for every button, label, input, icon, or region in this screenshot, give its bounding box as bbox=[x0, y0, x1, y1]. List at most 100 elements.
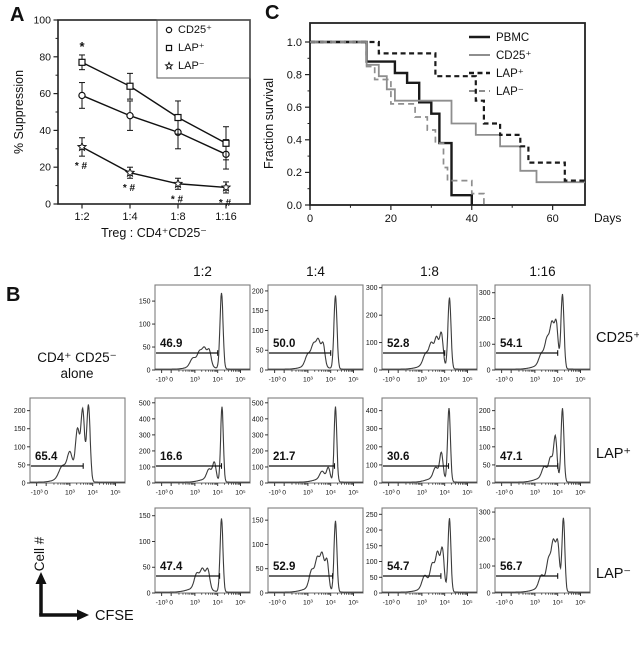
svg-text:0: 0 bbox=[509, 600, 513, 607]
svg-text:-10³: -10³ bbox=[496, 490, 509, 497]
svg-text:100: 100 bbox=[139, 322, 151, 329]
svg-text:30.6: 30.6 bbox=[387, 451, 409, 463]
svg-text:200: 200 bbox=[139, 448, 151, 455]
svg-text:10⁵: 10⁵ bbox=[235, 600, 246, 607]
svg-text:0: 0 bbox=[44, 490, 48, 497]
svg-text:0: 0 bbox=[487, 591, 491, 598]
svg-text:20: 20 bbox=[385, 213, 397, 225]
svg-text:100: 100 bbox=[139, 539, 151, 546]
svg-text:200: 200 bbox=[366, 528, 378, 535]
svg-text:0: 0 bbox=[282, 490, 286, 497]
svg-text:50: 50 bbox=[256, 348, 264, 355]
svg-text:10⁴: 10⁴ bbox=[325, 490, 336, 497]
svg-text:0: 0 bbox=[487, 368, 491, 375]
svg-text:PBMC: PBMC bbox=[496, 32, 529, 44]
svg-text:10⁴: 10⁴ bbox=[552, 377, 563, 384]
svg-text:300: 300 bbox=[479, 290, 491, 297]
svg-text:0: 0 bbox=[487, 481, 491, 488]
svg-text:10⁴: 10⁴ bbox=[552, 600, 563, 607]
svg-text:150: 150 bbox=[366, 543, 378, 550]
svg-text:250: 250 bbox=[366, 512, 378, 519]
svg-text:54.7: 54.7 bbox=[387, 561, 409, 573]
svg-text:10³: 10³ bbox=[303, 600, 314, 607]
svg-text:0: 0 bbox=[147, 591, 151, 598]
svg-text:10³: 10³ bbox=[530, 377, 541, 384]
svg-text:-10³: -10³ bbox=[31, 490, 44, 497]
svg-text:10⁵: 10⁵ bbox=[110, 490, 121, 497]
svg-text:200: 200 bbox=[366, 444, 378, 451]
svg-text:10³: 10³ bbox=[530, 600, 541, 607]
panel-b-label: B bbox=[6, 284, 21, 306]
ratio-column-header: 1:8 bbox=[420, 264, 439, 279]
svg-text:100: 100 bbox=[479, 342, 491, 349]
svg-text:100: 100 bbox=[252, 328, 264, 335]
svg-text:0: 0 bbox=[169, 490, 173, 497]
panel-a-label: A bbox=[10, 4, 25, 26]
subset-row-label: CD25⁺ bbox=[596, 330, 639, 346]
svg-text:10³: 10³ bbox=[303, 490, 314, 497]
svg-text:0: 0 bbox=[169, 377, 173, 384]
svg-text:0.2: 0.2 bbox=[287, 167, 302, 179]
svg-text:300: 300 bbox=[252, 432, 264, 439]
svg-text:500: 500 bbox=[252, 400, 264, 407]
svg-text:* #: * # bbox=[75, 161, 88, 172]
svg-text:LAP⁻: LAP⁻ bbox=[496, 86, 524, 98]
svg-text:50: 50 bbox=[18, 462, 26, 469]
svg-text:150: 150 bbox=[14, 426, 26, 433]
svg-text:-10³: -10³ bbox=[269, 377, 282, 384]
svg-text:50: 50 bbox=[143, 345, 151, 352]
control-sample-line2: alone bbox=[60, 366, 94, 381]
seriesA-circle bbox=[78, 82, 230, 170]
svg-text:-10³: -10³ bbox=[156, 600, 169, 607]
svg-text:300: 300 bbox=[479, 510, 491, 517]
svg-text:10⁴: 10⁴ bbox=[325, 377, 336, 384]
ratio-column-header: 1:2 bbox=[193, 264, 212, 279]
svg-text:0: 0 bbox=[509, 377, 513, 384]
ratio-column-header: 1:4 bbox=[306, 264, 325, 279]
svg-text:10⁴: 10⁴ bbox=[87, 490, 98, 497]
svg-text:* #: * # bbox=[219, 198, 232, 209]
svg-text:10³: 10³ bbox=[417, 490, 428, 497]
svg-text:10³: 10³ bbox=[190, 377, 201, 384]
svg-text:0.4: 0.4 bbox=[287, 135, 302, 147]
svg-text:100: 100 bbox=[479, 444, 491, 451]
svg-text:LAP⁻: LAP⁻ bbox=[178, 60, 205, 72]
svg-text:0.6: 0.6 bbox=[287, 102, 302, 114]
svg-text:100: 100 bbox=[139, 464, 151, 471]
control-sample-line1: CD4⁺ CD25⁻ bbox=[37, 350, 117, 365]
svg-text:200: 200 bbox=[479, 316, 491, 323]
svg-text:47.1: 47.1 bbox=[500, 451, 523, 463]
svg-text:10⁵: 10⁵ bbox=[235, 490, 246, 497]
svg-text:Fraction survival: Fraction survival bbox=[262, 78, 276, 169]
svg-text:10⁵: 10⁵ bbox=[462, 600, 473, 607]
svg-text:0.8: 0.8 bbox=[287, 69, 302, 81]
svg-text:10⁵: 10⁵ bbox=[575, 490, 586, 497]
svg-text:10⁵: 10⁵ bbox=[348, 600, 359, 607]
svg-text:*: * bbox=[79, 39, 85, 54]
svg-text:0: 0 bbox=[282, 600, 286, 607]
svg-text:-10³: -10³ bbox=[496, 377, 509, 384]
svg-text:150: 150 bbox=[139, 513, 151, 520]
svg-text:300: 300 bbox=[366, 426, 378, 433]
svg-text:400: 400 bbox=[366, 408, 378, 415]
svg-text:* #: * # bbox=[171, 194, 184, 205]
svg-text:0: 0 bbox=[396, 377, 400, 384]
svg-text:65.4: 65.4 bbox=[35, 451, 58, 463]
svg-text:0: 0 bbox=[374, 481, 378, 488]
svg-text:50.0: 50.0 bbox=[273, 338, 295, 350]
seriesC-LAP⁻ bbox=[310, 41, 485, 205]
svg-text:CD25⁺: CD25⁺ bbox=[496, 50, 531, 62]
svg-text:0: 0 bbox=[169, 600, 173, 607]
svg-text:200: 200 bbox=[252, 448, 264, 455]
svg-text:10³: 10³ bbox=[417, 600, 428, 607]
svg-text:10³: 10³ bbox=[65, 490, 76, 497]
svg-text:10⁴: 10⁴ bbox=[439, 600, 450, 607]
svg-text:150: 150 bbox=[252, 518, 264, 525]
svg-text:80: 80 bbox=[39, 51, 51, 63]
